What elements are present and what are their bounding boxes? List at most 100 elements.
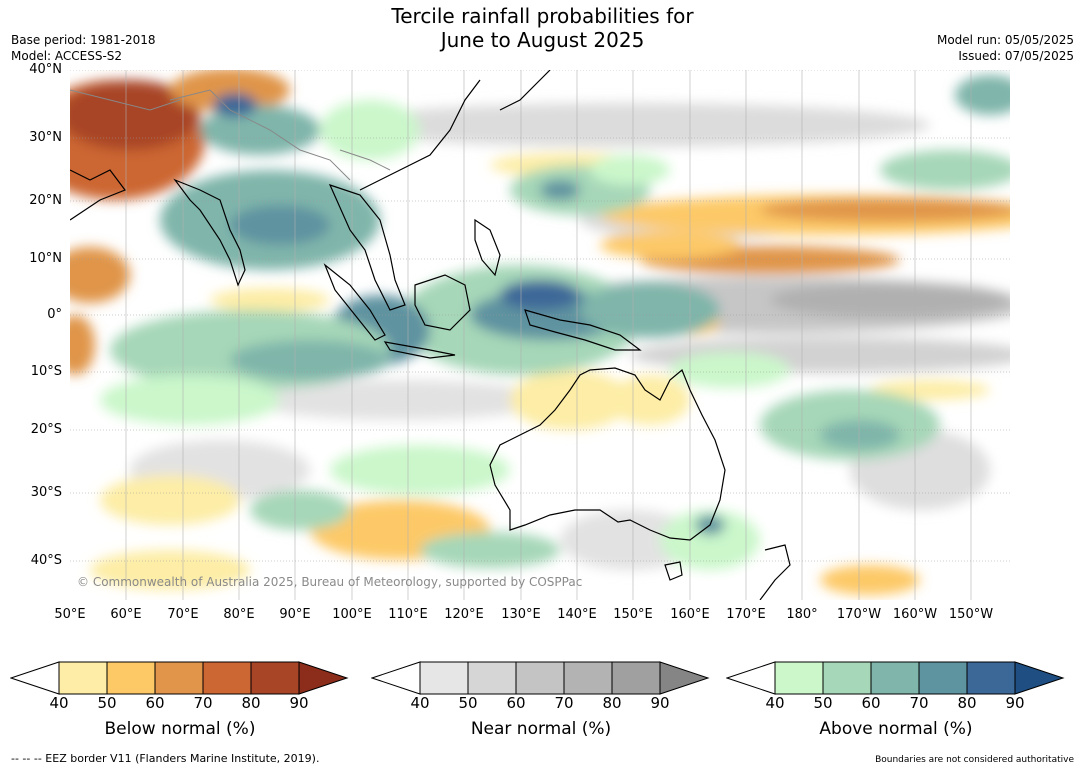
lat-label-30s: 30°S — [30, 485, 62, 500]
new-guinea-coast — [524, 309, 642, 351]
lat-label-40s: 40°S — [30, 553, 62, 568]
below-tick-50: 50 — [97, 694, 117, 712]
lon-label-160e: 160°E — [670, 607, 710, 622]
graticule — [70, 70, 1010, 562]
colorbar-near-arrow-right — [659, 661, 710, 695]
lat-label-20n: 20°N — [29, 193, 62, 208]
coastlines — [70, 70, 791, 600]
lon-label-140e: 140°E — [557, 607, 597, 622]
lon-label-170w: 170°W — [836, 607, 882, 622]
arabia-coast — [70, 169, 126, 221]
lat-label-30n: 30°N — [29, 130, 62, 145]
lon-label-50e: 50°E — [54, 607, 86, 622]
below-tick-60: 60 — [145, 694, 165, 712]
above-normal-label: Above normal (%) — [819, 719, 973, 739]
colorbar-below-normal: 40 50 60 70 80 90 Below normal (%) — [9, 660, 350, 760]
colorbar-below-swatches — [9, 661, 349, 695]
near-tick-70: 70 — [554, 694, 574, 712]
java-coast — [383, 341, 456, 359]
colorbar-near-swatch-1 — [419, 661, 469, 695]
model-name: Model: ACCESS-S2 — [11, 49, 123, 63]
new-zealand-coast — [759, 544, 791, 600]
colorbar-above-swatch-5 — [966, 661, 1016, 695]
lat-label-40n: 40°N — [29, 62, 62, 77]
colorbar-above-arrow-right — [1014, 661, 1065, 695]
near-normal-label: Near normal (%) — [470, 719, 612, 739]
map-graphic — [70, 70, 1010, 600]
lon-label-90e: 90°E — [279, 607, 311, 622]
lon-label-80e: 80°E — [223, 607, 255, 622]
colorbar-near-swatch-5 — [611, 661, 661, 695]
colorbar-above-arrow-left — [725, 661, 776, 695]
colorbar-above-swatch-4 — [918, 661, 968, 695]
colorbar-above-normal: 40 50 60 70 80 90 Above normal (%) — [725, 660, 1066, 760]
lon-label-60e: 60°E — [110, 607, 142, 622]
above-tick-40: 40 — [765, 694, 785, 712]
colorbar-near-normal: 40 50 60 70 80 90 Near normal (%) — [370, 660, 711, 760]
colorbar-below-swatch-5 — [250, 661, 300, 695]
lat-label-10n: 10°N — [29, 251, 62, 266]
sumatra-coast — [323, 263, 386, 341]
near-tick-40: 40 — [410, 694, 430, 712]
lat-label-10s: 10°S — [30, 364, 62, 379]
australia-coast — [489, 367, 726, 541]
below-tick-80: 80 — [241, 694, 261, 712]
lat-label-0: 0° — [47, 307, 62, 322]
above-tick-90: 90 — [1005, 694, 1025, 712]
map-title: Tercile rainfall probabilities for June … — [0, 4, 1085, 52]
lon-label-150e: 150°E — [613, 607, 653, 622]
colorbar-above-swatch-2 — [822, 661, 872, 695]
philippines-coast — [474, 218, 501, 277]
meta-right: Model run: 05/05/2025 Issued: 07/05/2025 — [937, 32, 1074, 64]
country-borders — [70, 89, 391, 181]
near-tick-90: 90 — [650, 694, 670, 712]
lon-label-70e: 70°E — [167, 607, 199, 622]
below-tick-40: 40 — [49, 694, 69, 712]
india-coast — [173, 178, 246, 287]
lat-label-20s: 20°S — [30, 422, 62, 437]
colorbar-below-swatch-1 — [58, 661, 108, 695]
colorbar-near-swatch-4 — [563, 661, 613, 695]
colorbar-above-swatch-3 — [870, 661, 920, 695]
colorbar-near-swatches — [370, 661, 710, 695]
near-tick-80: 80 — [602, 694, 622, 712]
near-tick-60: 60 — [506, 694, 526, 712]
above-tick-70: 70 — [909, 694, 929, 712]
model-run: Model run: 05/05/2025 — [936, 33, 1074, 47]
boundaries-disclaimer: Boundaries are not considered authoritat… — [875, 755, 1074, 765]
borneo-coast — [414, 274, 471, 331]
colorbar-above-swatches — [725, 661, 1065, 695]
colorbar-near-swatch-2 — [467, 661, 517, 695]
lon-label-170e: 170°E — [726, 607, 766, 622]
meta-left: Base period: 1981-2018 Model: ACCESS-S2 — [11, 32, 156, 64]
above-tick-80: 80 — [957, 694, 977, 712]
lon-label-150w: 150°W — [948, 607, 994, 622]
lon-label-130e: 130°E — [501, 607, 541, 622]
lon-label-160w: 160°W — [892, 607, 938, 622]
lon-label-100e: 100°E — [332, 607, 372, 622]
colorbar-below-arrow-right — [298, 661, 349, 695]
colorbar-below-arrow-left — [9, 661, 60, 695]
eez-border-note: -- -- -- EEZ border V11 (Flanders Marine… — [11, 752, 320, 765]
colorbar-below-swatch-2 — [106, 661, 156, 695]
lon-label-120e: 120°E — [444, 607, 484, 622]
title-line-2: June to August 2025 — [440, 28, 645, 52]
copyright-notice: © Commonwealth of Australia 2025, Bureau… — [77, 575, 583, 589]
below-tick-90: 90 — [289, 694, 309, 712]
indochina-coast — [328, 184, 406, 311]
near-tick-50: 50 — [458, 694, 478, 712]
colorbar-below-swatch-3 — [154, 661, 204, 695]
above-tick-60: 60 — [861, 694, 881, 712]
meridians — [125, 70, 972, 600]
below-tick-70: 70 — [193, 694, 213, 712]
lon-label-180: 180° — [786, 607, 818, 622]
above-tick-50: 50 — [813, 694, 833, 712]
base-period: Base period: 1981-2018 — [11, 33, 156, 47]
lon-label-110e: 110°E — [388, 607, 428, 622]
colorbar-near-arrow-left — [370, 661, 421, 695]
probability-map — [70, 70, 1010, 600]
colorbar-near-swatch-3 — [515, 661, 565, 695]
colorbar-below-swatch-4 — [202, 661, 252, 695]
below-normal-label: Below normal (%) — [104, 719, 256, 739]
china-coast — [359, 79, 481, 191]
